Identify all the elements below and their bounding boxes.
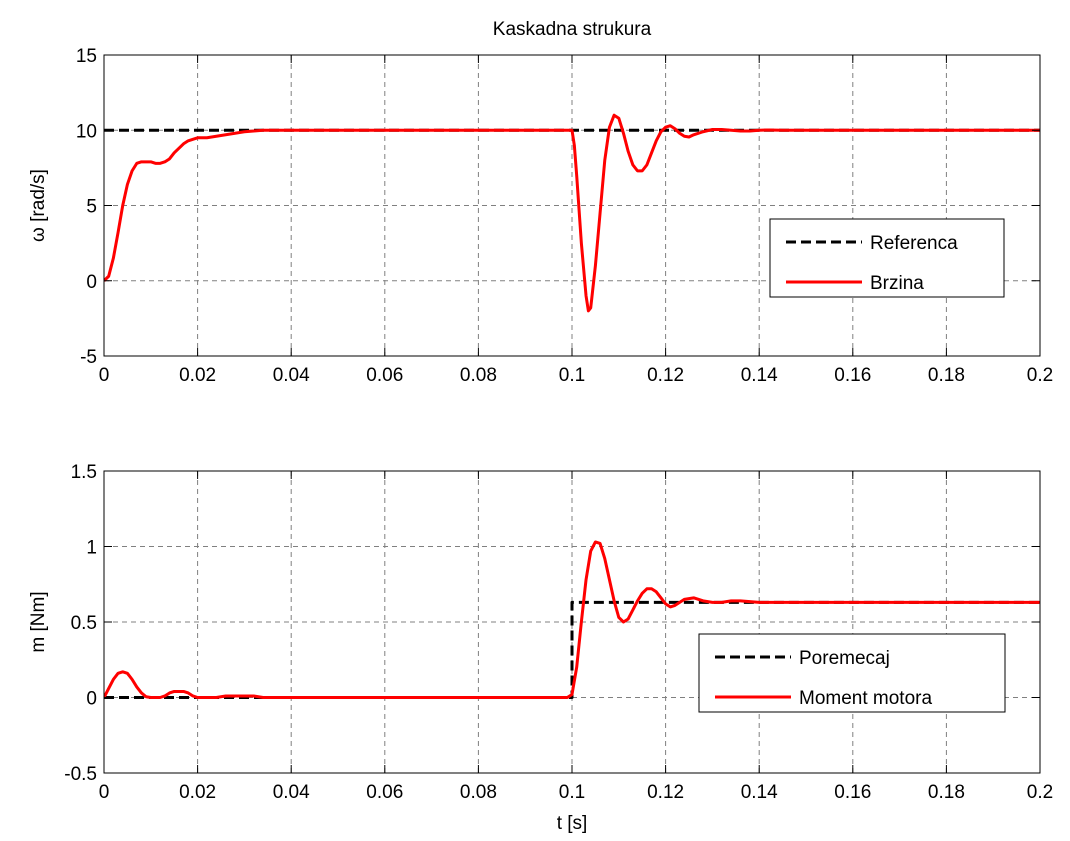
x-tick-label: 0.18 <box>928 365 965 386</box>
legend-label-moment-motora: Moment motora <box>799 688 932 709</box>
torque-subplot: 0 0.02 0.04 0.06 0.08 0.1 0.12 0.14 0.16 0.18 0.2 -… <box>28 462 1053 834</box>
legend: Referenca Brzina <box>769 218 1005 298</box>
legend-label-referenca: Referenca <box>870 233 958 254</box>
series-line-brzina <box>104 113 1040 313</box>
x-tick-label: 0.14 <box>741 782 778 803</box>
y-axis-label: m [Nm] <box>28 591 49 652</box>
x-tick-label: 0.14 <box>741 365 778 386</box>
x-tick-label: 0.16 <box>834 782 871 803</box>
x-tick-label: 0.04 <box>273 782 310 803</box>
y-tick-label: 0.5 <box>71 613 97 634</box>
legend: Poremecaj Moment motora <box>698 633 1006 713</box>
y-tick-label: 5 <box>86 197 97 218</box>
x-tick-label: 0.08 <box>460 782 497 803</box>
series-line-moment-motora <box>104 540 1040 699</box>
x-tick-label: 0.2 <box>1027 365 1053 386</box>
x-tick-label: 0.06 <box>366 782 403 803</box>
legend-box <box>769 218 1005 298</box>
y-tick-label: -0.5 <box>64 764 97 785</box>
x-tick-label: 0.18 <box>928 782 965 803</box>
y-tick-label: 1 <box>86 538 97 559</box>
y-axis-label: ω [rad/s] <box>28 169 49 242</box>
x-tick-label: 0.02 <box>179 365 216 386</box>
legend-label-poremecaj: Poremecaj <box>799 648 890 669</box>
x-tick-label: 0.08 <box>460 365 497 386</box>
x-tick-label: 0.12 <box>647 365 684 386</box>
x-tick-label: 0.16 <box>834 365 871 386</box>
x-tick-label: 0.06 <box>366 365 403 386</box>
x-tick-label: 0.1 <box>559 782 585 803</box>
x-axis-label: t [s] <box>557 813 588 834</box>
x-tick-label: 0 <box>99 782 110 803</box>
x-tick-label: 0.12 <box>647 782 684 803</box>
legend-box <box>698 633 1006 713</box>
y-tick-label: 15 <box>76 46 97 67</box>
legend-label-brzina: Brzina <box>870 273 924 294</box>
x-tick-label: 0.02 <box>179 782 216 803</box>
y-tick-label: 10 <box>76 121 97 142</box>
x-tick-label: 0 <box>99 365 110 386</box>
y-tick-label: -5 <box>80 347 97 368</box>
y-tick-label: 1.5 <box>71 462 97 483</box>
x-tick-label: 0.04 <box>273 365 310 386</box>
x-tick-label: 0.2 <box>1027 782 1053 803</box>
x-tick-label: 0.1 <box>559 365 585 386</box>
y-tick-label: 0 <box>86 272 97 293</box>
speed-subplot: 0 0.02 0.04 0.06 0.08 0.1 0.12 0.14 0.16 0.18 0.2 -… <box>28 19 1053 386</box>
chart-title: Kaskadna strukura <box>493 19 652 40</box>
y-tick-label: 0 <box>86 689 97 710</box>
